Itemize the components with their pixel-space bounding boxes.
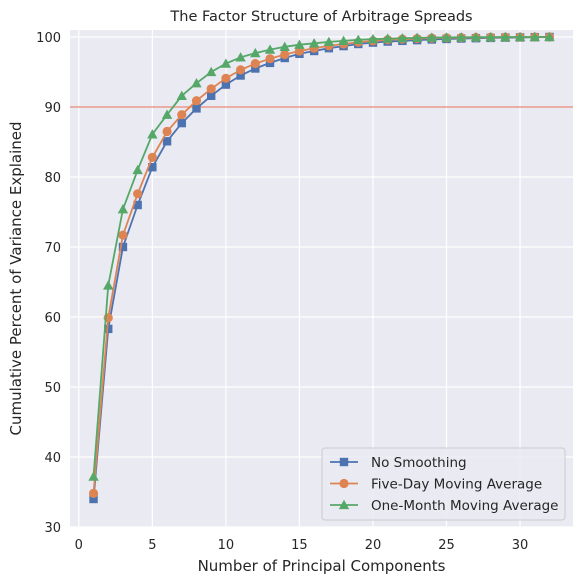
data-point — [177, 110, 187, 120]
data-point — [162, 137, 172, 146]
data-point — [161, 109, 173, 119]
data-point — [89, 494, 98, 504]
y-tick-label: 90 — [44, 101, 61, 116]
data-point — [456, 32, 467, 42]
data-point — [308, 38, 320, 48]
data-point — [250, 59, 260, 69]
data-point — [514, 31, 526, 42]
data-point — [206, 91, 216, 100]
data-point — [264, 44, 276, 54]
data-point — [426, 32, 438, 42]
data-point — [88, 471, 99, 481]
data-point — [132, 164, 143, 175]
x-tick-label: 30 — [512, 538, 529, 553]
data-point — [367, 33, 379, 44]
y-tick-label: 60 — [44, 311, 61, 326]
tick-labels: 0 5 10 15 20 25 30 30 40 50 60 70 80 90 100 — [36, 31, 528, 553]
y-tick-label: 40 — [44, 451, 61, 466]
legend-marker — [339, 457, 349, 467]
legend-label: One-Month Moving Average — [371, 498, 558, 514]
data-point — [382, 33, 393, 43]
legend-label: No Smoothing — [371, 455, 467, 471]
data-point — [353, 34, 364, 44]
legend-marker — [338, 499, 350, 510]
data-point — [220, 58, 232, 68]
y-tick-label: 70 — [44, 241, 61, 256]
x-tick-label: 15 — [291, 538, 308, 553]
data-point — [338, 35, 349, 46]
data-point — [88, 488, 99, 498]
y-axis-title: Cumulative Percent of Variance Explained — [7, 121, 25, 435]
data-point — [544, 31, 555, 42]
y-tick-label: 50 — [44, 381, 61, 396]
legend: No Smoothing Five-Day Moving Average One-M… — [321, 447, 566, 521]
x-axis-title: Number of Principal Components — [198, 557, 446, 575]
plot-area — [70, 30, 573, 527]
data-point — [133, 200, 142, 210]
data-point — [147, 129, 158, 139]
data-point — [529, 31, 540, 42]
data-point — [294, 39, 305, 49]
data-point — [117, 204, 129, 214]
data-point — [236, 71, 245, 80]
data-point — [265, 54, 275, 64]
data-point — [500, 31, 511, 42]
data-point — [441, 32, 452, 42]
data-point — [148, 163, 157, 172]
series-3 — [88, 31, 555, 481]
data-point — [118, 242, 128, 252]
x-tick-label: 0 — [75, 538, 83, 553]
data-point — [221, 80, 231, 89]
legend-marker — [339, 478, 349, 489]
legend-item: One-Month Moving Average — [330, 498, 558, 514]
y-tick-label: 100 — [36, 31, 61, 46]
data-point — [176, 90, 187, 100]
data-point — [104, 324, 113, 334]
data-point — [103, 280, 114, 290]
data-point — [205, 66, 217, 77]
data-point — [192, 104, 201, 113]
legend-label: Five-Day Moving Average — [371, 477, 542, 493]
x-tick-label: 20 — [365, 538, 382, 553]
data-point — [221, 73, 231, 83]
data-point — [251, 64, 260, 73]
x-tick-label: 5 — [148, 538, 156, 553]
data-point — [133, 189, 143, 199]
data-point — [177, 118, 186, 128]
data-point — [235, 52, 246, 62]
grid — [70, 30, 573, 528]
legend-box — [321, 447, 566, 521]
data-point — [397, 32, 408, 43]
data-point — [470, 32, 482, 42]
data-point — [485, 31, 496, 42]
chart-title: The Factor Structure of Arbitrage Spread… — [169, 9, 472, 25]
data-point — [280, 49, 290, 60]
data-point — [118, 230, 128, 240]
series-layer — [88, 31, 555, 504]
x-tick-label: 10 — [218, 538, 235, 553]
data-point — [279, 41, 290, 51]
data-point — [147, 152, 157, 162]
y-tick-label: 30 — [44, 521, 61, 536]
x-tick-label: 25 — [438, 538, 455, 553]
data-point — [323, 36, 335, 47]
data-point — [206, 84, 216, 94]
legend-item: No Smoothing — [330, 455, 467, 471]
data-point — [250, 47, 261, 58]
data-point — [236, 65, 246, 75]
data-point — [162, 126, 172, 137]
data-point — [191, 96, 202, 106]
y-tick-label: 80 — [44, 171, 61, 186]
data-point — [191, 78, 202, 88]
data-point — [411, 32, 423, 42]
legend-item: Five-Day Moving Average — [330, 477, 542, 493]
